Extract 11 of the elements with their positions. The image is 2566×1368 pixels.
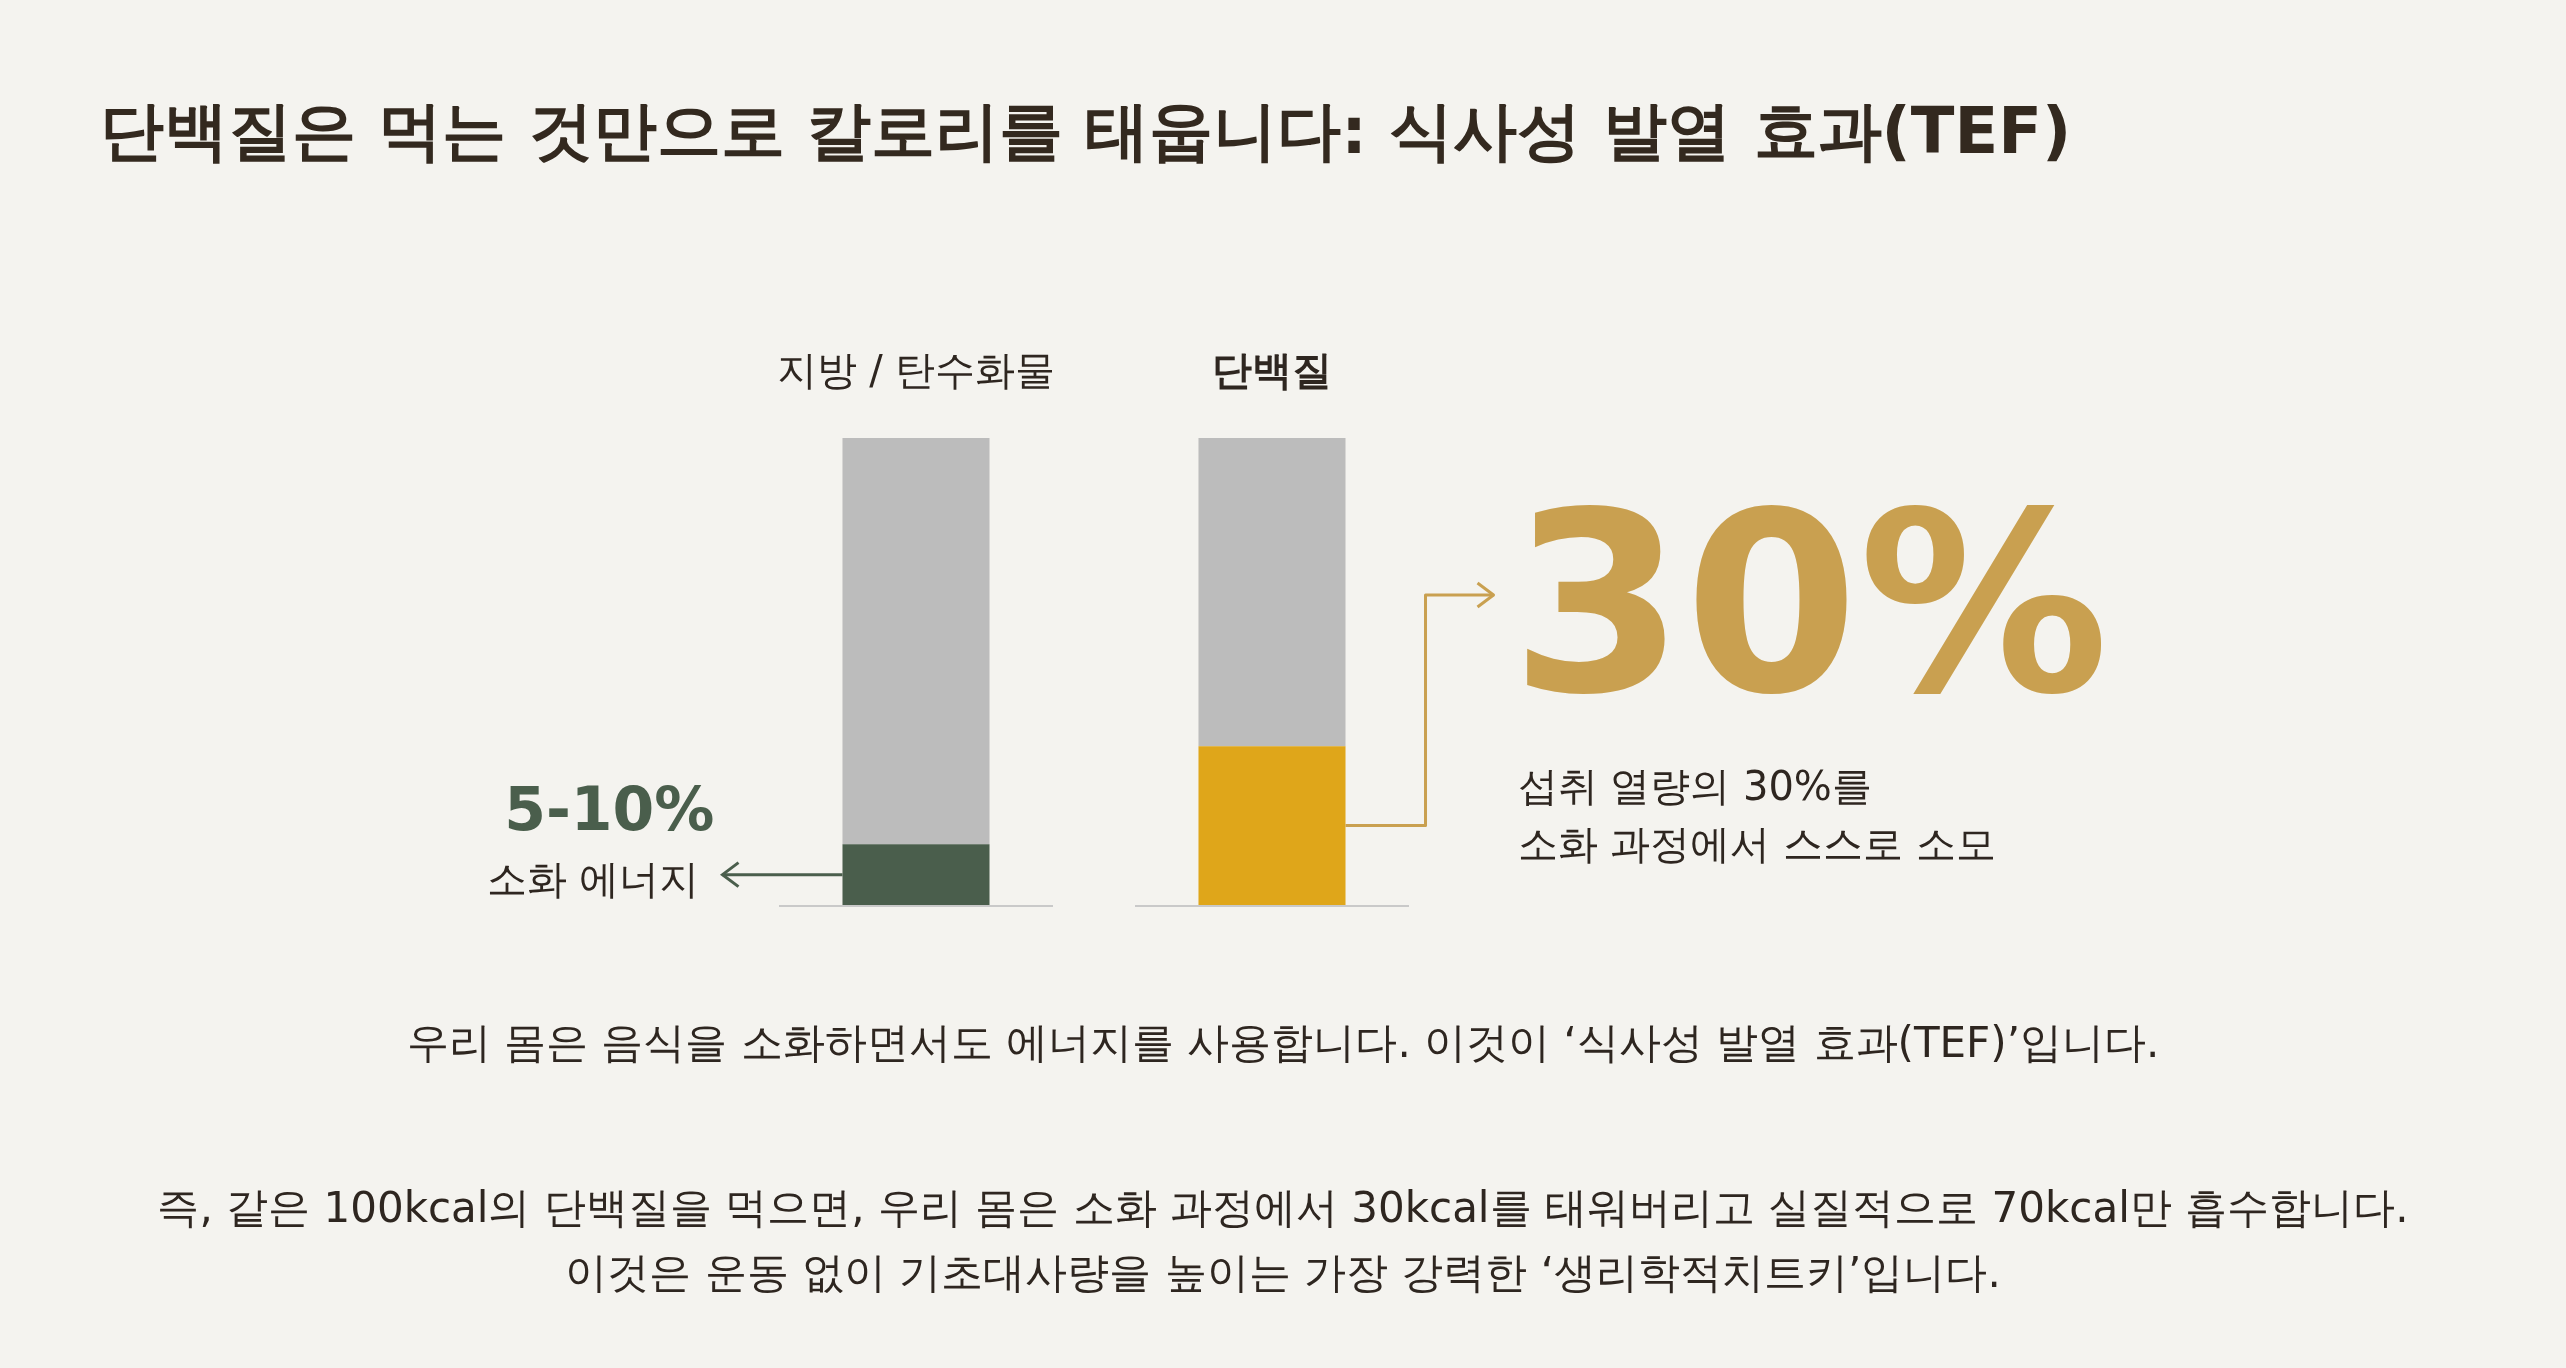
x-tick-label: 지방 / 탄수화물 — [776, 347, 1056, 394]
x-tick-label: 단백질 — [1212, 347, 1332, 394]
text: 소화 과정에서 스스로 소모 — [1517, 821, 1996, 867]
text: 이것은 운동 없이 기초대사량을 높이는 가장 강력한 ‘생리학적치트키’입니다. — [564, 1247, 2002, 1299]
text: 30% — [1510, 458, 2109, 749]
chart-title: 단백질은 먹는 것만으로 칼로리를 태웁니다: 식사성 발열 효과(TEF) — [100, 93, 2072, 170]
text: 즉, 같은 100kcal의 단백질을 먹으면, 우리 몸은 소화 과정에서 30kcal를 태워버리고 실질적으로 70kcal만 흡수합니다. — [156, 1182, 2410, 1234]
text: 우리 몸은 음식을 소화하면서도 에너지를 사용합니다. 이것이 ‘식사성 발열 효과(TEF)’입니다. — [405, 1017, 2161, 1069]
text: 5-10% — [504, 773, 715, 844]
text: 소화 에너지 — [486, 855, 700, 902]
text: 섭취 열량의 30%를 — [1517, 763, 1872, 809]
